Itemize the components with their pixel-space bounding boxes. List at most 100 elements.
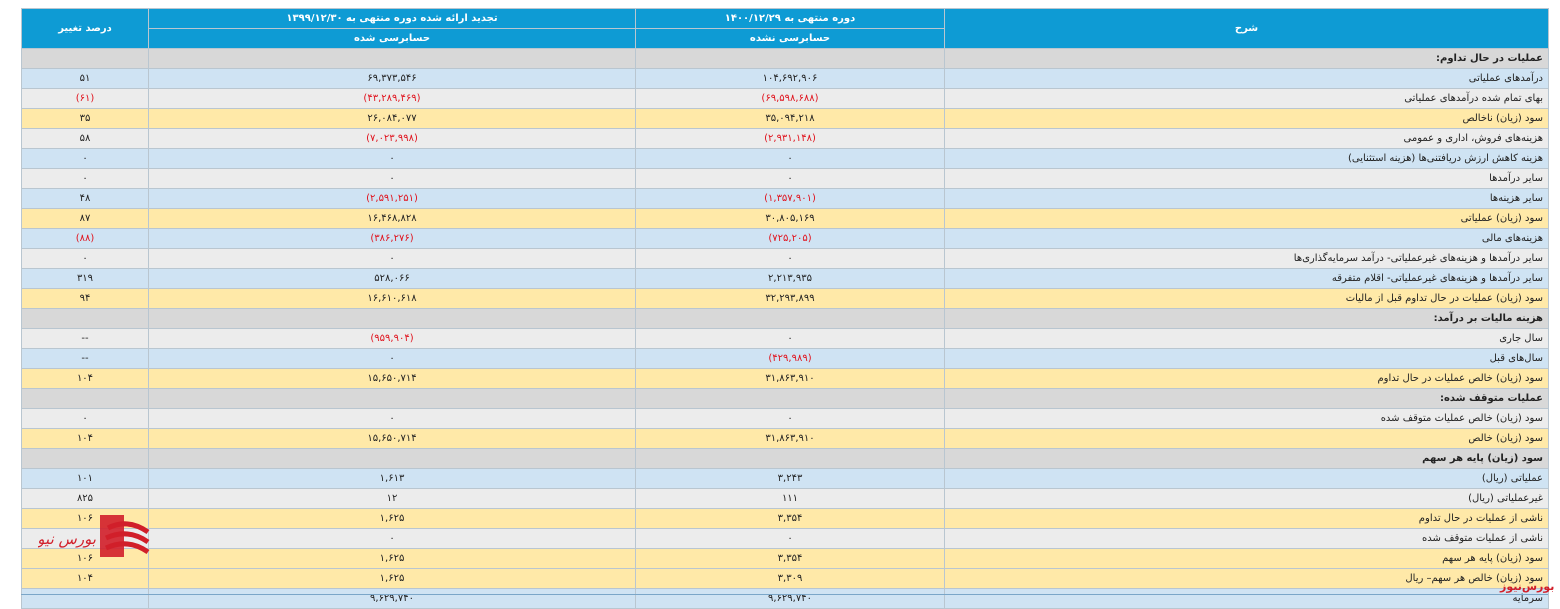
value-current-period: ۳,۳۰۹ [635,568,945,589]
value-change-percent: ۵۸ [21,128,149,149]
table-row: سود (زیان) خالص هر سهم– ریال ۳,۳۰۹ ۱,۶۲۵ ۱۰… [21,568,1549,589]
table-row: سود (زیان) عملیات در حال تداوم قبل از ما… [21,288,1549,309]
table-row: سود (زیان) پایه هر سهم ۳,۳۵۴ ۱,۶۲۵ ۱۰۶ [21,548,1549,569]
row-description: سود (زیان) عملیات در حال تداوم قبل از ما… [944,288,1549,309]
value-previous-period: ۰ [148,528,636,549]
row-description: ناشی از عملیات در حال تداوم [944,508,1549,529]
value-previous-period: ۲۶,۰۸۴,۰۷۷ [148,108,636,129]
row-description: سود (زیان) پایه هر سهم [944,448,1549,469]
value-change-percent [21,448,149,469]
table-row: سود (زیان) ناخالص ۳۵,۰۹۴,۲۱۸ ۲۶,۰۸۴,۰۷۷ ۳۵ [21,108,1549,129]
row-description: سال جاری [944,328,1549,349]
table-row: سایر هزینه‌ها (۱,۳۵۷,۹۰۱) (۲,۵۹۱,۲۵۱) ۴۸ [21,188,1549,209]
header-period-current: دوره منتهی به ۱۴۰۰/۱۲/۲۹ [635,8,945,29]
value-previous-period [148,388,636,409]
row-description: غیرعملیاتی (ریال) [944,488,1549,509]
header-period-previous: تجدید ارائه شده دوره منتهی به ۱۳۹۹/۱۲/۳۰ [148,8,636,29]
value-previous-period: ۰ [148,408,636,429]
value-change-percent: ۹۴ [21,288,149,309]
value-change-percent: (۸۸) [21,228,149,249]
row-description: سایر هزینه‌ها [944,188,1549,209]
row-description: سود (زیان) پایه هر سهم [944,548,1549,569]
value-current-period: ۳۱,۸۶۳,۹۱۰ [635,368,945,389]
table-row: درآمدهای عملیاتی ۱۰۴,۶۹۲,۹۰۶ ۶۹,۳۷۳,۵۴۶ ۵۱ [21,68,1549,89]
value-current-period: ۳۱,۸۶۳,۹۱۰ [635,428,945,449]
value-change-percent: ۸۷ [21,208,149,229]
value-current-period: ۳۲,۲۹۳,۸۹۹ [635,288,945,309]
value-current-period: ۳۵,۰۹۴,۲۱۸ [635,108,945,129]
table-row: سال‌های قبل (۴۲۹,۹۸۹) ۰ -- [21,348,1549,369]
value-change-percent: ۴۸ [21,188,149,209]
value-change-percent: -- [21,348,149,369]
value-current-period: (۷۲۵,۲۰۵) [635,228,945,249]
value-change-percent: ۰ [21,408,149,429]
row-description: سود (زیان) عملیاتی [944,208,1549,229]
value-current-period: ۲,۲۱۳,۹۳۵ [635,268,945,289]
value-change-percent: -- [21,328,149,349]
row-description: سود (زیان) خالص عملیات متوقف شده [944,408,1549,429]
value-current-period: ۳,۳۵۴ [635,508,945,529]
table-row: سایر درآمدها و هزینه‌های غیرعملیاتی- اقل… [21,268,1549,289]
table-row: ناشی از عملیات متوقف شده ۰ ۰ [21,528,1549,549]
value-change-percent: ۰ [21,148,149,169]
row-description: سود (زیان) خالص [944,428,1549,449]
value-previous-period: (۷,۰۲۳,۹۹۸) [148,128,636,149]
value-previous-period: (۹۵۹,۹۰۴) [148,328,636,349]
value-previous-period: (۲,۵۹۱,۲۵۱) [148,188,636,209]
table-row: هزینه‌های مالی (۷۲۵,۲۰۵) (۳۸۶,۲۷۶) (۸۸) [21,228,1549,249]
row-description: سود (زیان) خالص هر سهم– ریال [944,568,1549,589]
value-previous-period [148,448,636,469]
value-current-period: ۱۱۱ [635,488,945,509]
row-description: سایر درآمدها و هزینه‌های غیرعملیاتی- اقل… [944,268,1549,289]
table-row: سود (زیان) خالص عملیات در حال تداوم ۳۱,۸۶… [21,368,1549,389]
value-change-percent: ۰ [21,248,149,269]
value-change-percent: ۵۱ [21,68,149,89]
value-current-period: (۲,۹۳۱,۱۴۸) [635,128,945,149]
financial-statement: شرح دوره منتهی به ۱۴۰۰/۱۲/۲۹ تجدید ارائه… [21,8,1549,609]
value-previous-period [148,308,636,329]
header-previous-audit-status: حسابرسی شده [148,28,636,49]
value-current-period [635,388,945,409]
value-previous-period: ۶۹,۳۷۳,۵۴۶ [148,68,636,89]
table-body: عملیات در حال تداوم: درآمدهای عملیاتی ۱۰۴,… [21,48,1549,609]
row-description: سود (زیان) ناخالص [944,108,1549,129]
value-previous-period: ۱۵,۶۵۰,۷۱۴ [148,368,636,389]
value-current-period: (۶۹,۵۹۸,۶۸۸) [635,88,945,109]
row-description: بهای تمام شده درآمدهای عملیاتی [944,88,1549,109]
table-row: هزینه‌های فروش، اداری و عمومی (۲,۹۳۱,۱۴۸)… [21,128,1549,149]
value-current-period: ۳,۳۵۴ [635,548,945,569]
value-change-percent [21,388,149,409]
value-current-period: ۰ [635,528,945,549]
value-current-period: ۰ [635,168,945,189]
value-previous-period: ۵۲۸,۰۶۶ [148,268,636,289]
value-current-period [635,448,945,469]
table-bottom-border [21,594,1548,595]
value-current-period: ۳۰,۸۰۵,۱۶۹ [635,208,945,229]
table-row: ناشی از عملیات در حال تداوم ۳,۳۵۴ ۱,۶۲۵ ۱۰۶ [21,508,1549,529]
section-row: عملیات متوقف شده: [21,388,1549,409]
value-previous-period: ۱۵,۶۵۰,۷۱۴ [148,428,636,449]
value-previous-period: ۱,۶۲۵ [148,568,636,589]
value-current-period: ۳,۲۴۳ [635,468,945,489]
value-current-period: (۱,۳۵۷,۹۰۱) [635,188,945,209]
row-description: درآمدهای عملیاتی [944,68,1549,89]
table-row: عملیاتی (ریال) ۳,۲۴۳ ۱,۶۱۳ ۱۰۱ [21,468,1549,489]
value-previous-period: ۰ [148,148,636,169]
value-change-percent: ۱۰۴ [21,568,149,589]
row-description: هزینه مالیات بر درآمد: [944,308,1549,329]
value-change-percent: ۱۰۴ [21,368,149,389]
header-description: شرح [944,8,1549,49]
value-change-percent: ۳۵ [21,108,149,129]
value-change-percent: ۱۰۱ [21,468,149,489]
table-row: بهای تمام شده درآمدهای عملیاتی (۶۹,۵۹۸,۶۸… [21,88,1549,109]
value-previous-period: ۱,۶۲۵ [148,548,636,569]
row-description: هزینه‌های فروش، اداری و عمومی [944,128,1549,149]
watermark: بورس‌نیوز [1500,580,1555,593]
value-change-percent: ۳۱۹ [21,268,149,289]
value-previous-period: ۰ [148,348,636,369]
value-current-period: ۰ [635,408,945,429]
value-current-period: ۰ [635,148,945,169]
value-current-period: (۴۲۹,۹۸۹) [635,348,945,369]
row-description: هزینه‌های مالی [944,228,1549,249]
value-change-percent: ۸۲۵ [21,488,149,509]
